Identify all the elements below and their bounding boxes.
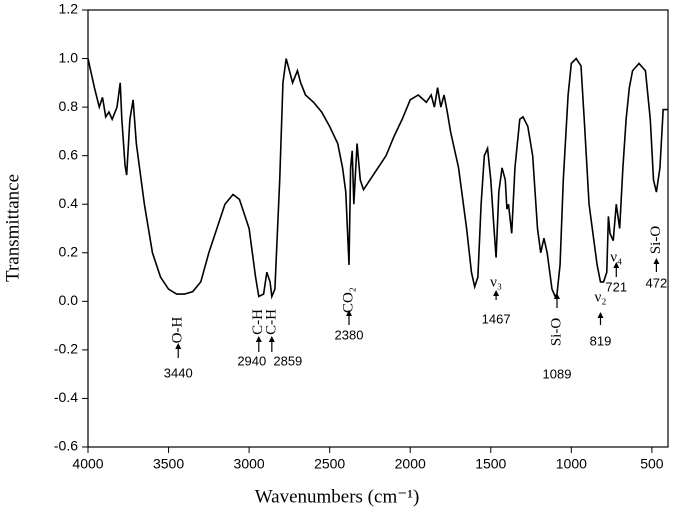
annotation-label: ν₄	[610, 249, 622, 265]
annotation-wavenumber: 2380	[335, 327, 364, 342]
annotation-arrowhead	[553, 293, 560, 299]
annotation-wavenumber: 721	[605, 279, 627, 294]
x-tick-label: 1000	[556, 456, 587, 472]
annotation-label: ν₃	[490, 274, 502, 290]
y-tick-label: 1.0	[59, 49, 79, 65]
y-axis-label: Transmittance	[2, 174, 23, 282]
annotation-wavenumber: 2859	[273, 353, 302, 368]
y-tick-label: -0.2	[54, 341, 78, 357]
y-tick-label: 0.4	[59, 195, 79, 211]
annotation-label: O-H	[170, 317, 186, 344]
annotation-arrowhead	[493, 290, 500, 296]
y-tick-label: 0.8	[59, 98, 79, 114]
y-tick-label: 1.2	[59, 1, 79, 17]
x-tick-label: 2000	[395, 456, 426, 472]
x-tick-label: 2500	[314, 456, 345, 472]
x-tick-label: 3500	[153, 456, 184, 472]
annotation-label: Si-O	[548, 318, 564, 347]
annotation-label: ν₂	[594, 289, 606, 305]
annotation-arrowhead	[597, 312, 604, 318]
annotation-arrowhead	[255, 336, 262, 342]
annotation-wavenumber: 472	[646, 275, 668, 290]
y-tick-label: 0.2	[59, 243, 79, 259]
annotation-arrowhead	[346, 310, 352, 316]
annotation-wavenumber: 3440	[164, 365, 193, 380]
plot-frame	[87, 9, 669, 448]
annotation-arrowhead	[653, 258, 660, 264]
annotation-wavenumber: 1467	[482, 311, 511, 326]
annotation-arrowhead	[175, 343, 182, 349]
spectrum-line	[87, 57, 668, 300]
annotation-label: Si-O	[648, 226, 664, 255]
annotation-wavenumber: 819	[590, 333, 612, 348]
x-axis-label: Wavenumbers (cm⁻¹)	[255, 486, 420, 507]
x-tick-label: 1500	[475, 456, 506, 472]
annotation-wavenumber: 1089	[543, 366, 572, 381]
y-tick-label: 0.0	[59, 292, 79, 308]
annotation-label: C-H	[250, 309, 266, 335]
x-tick-label: 500	[640, 456, 664, 472]
y-tick-label: -0.4	[54, 389, 78, 405]
annotation-arrowhead	[268, 336, 275, 342]
annotation-wavenumber: 2940	[237, 353, 266, 368]
annotation-arrowhead	[613, 262, 620, 268]
x-tick-label: 4000	[72, 456, 103, 472]
x-tick-label: 3000	[234, 456, 265, 472]
annotation-label: C-H	[263, 309, 279, 335]
annotation-label: CO₂	[340, 287, 356, 313]
y-tick-label: 0.6	[59, 146, 79, 162]
y-tick-label: -0.6	[54, 438, 78, 454]
